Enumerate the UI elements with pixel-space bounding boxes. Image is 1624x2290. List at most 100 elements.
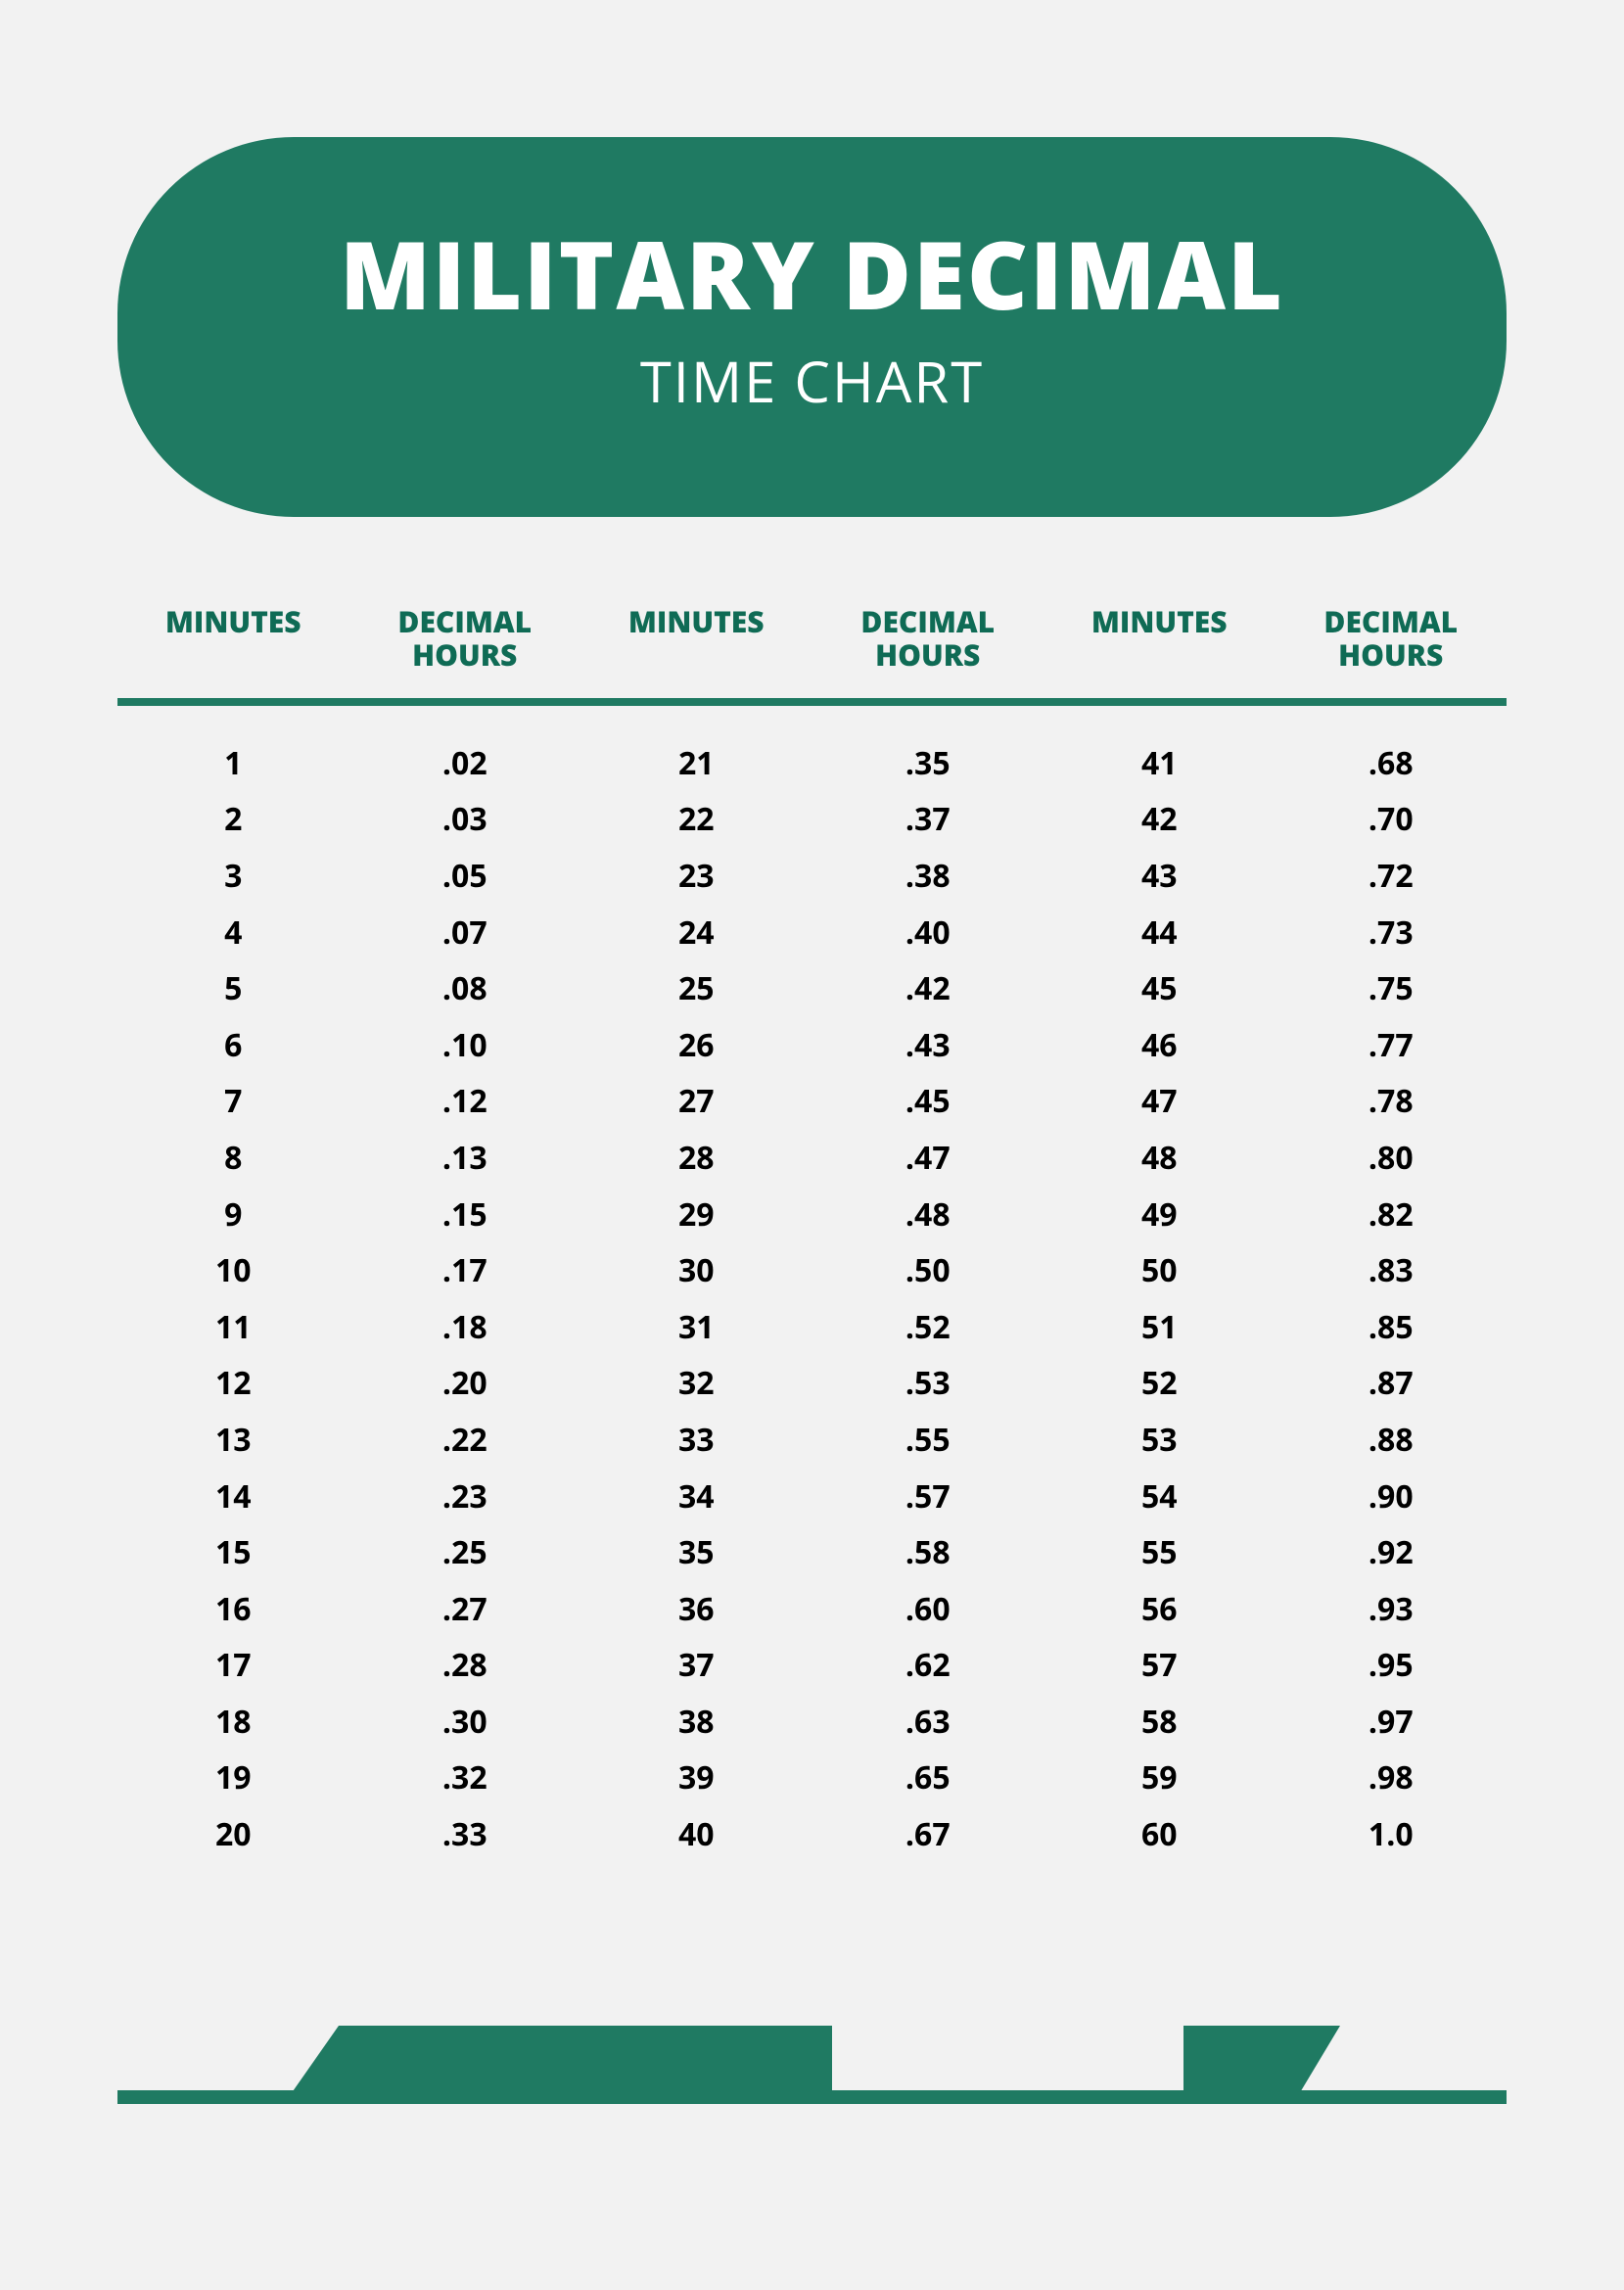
cell-minutes: 47	[1044, 1073, 1276, 1130]
cell-minutes: 19	[117, 1750, 349, 1806]
cell-minutes: 14	[117, 1469, 349, 1525]
cell-decimal: .52	[812, 1299, 1044, 1356]
cell-decimal: .35	[812, 735, 1044, 792]
cell-decimal: .32	[349, 1750, 581, 1806]
cell-minutes: 9	[117, 1187, 349, 1243]
cell-minutes: 24	[580, 905, 812, 961]
cell-minutes: 40	[580, 1806, 812, 1863]
cell-minutes: 59	[1044, 1750, 1276, 1806]
cell-decimal: .10	[349, 1017, 581, 1074]
table-row: 17.2837.6257.95	[117, 1637, 1507, 1694]
cell-minutes: 8	[117, 1130, 349, 1187]
cell-minutes: 43	[1044, 848, 1276, 905]
table-row: 6.1026.4346.77	[117, 1017, 1507, 1074]
cell-decimal: .43	[812, 1017, 1044, 1074]
cell-decimal: .47	[812, 1130, 1044, 1187]
cell-decimal: .85	[1276, 1299, 1508, 1356]
title-banner: MILITARY DECIMAL TIME CHART	[117, 137, 1507, 517]
cell-minutes: 5	[117, 960, 349, 1017]
cell-decimal: .82	[1276, 1187, 1508, 1243]
page-subtitle: TIME CHART	[157, 342, 1467, 419]
cell-minutes: 56	[1044, 1581, 1276, 1638]
table-row: 18.3038.6358.97	[117, 1694, 1507, 1751]
footer-bar	[117, 2090, 1507, 2104]
table-row: 13.2233.5553.88	[117, 1412, 1507, 1469]
cell-minutes: 46	[1044, 1017, 1276, 1074]
cell-minutes: 27	[580, 1073, 812, 1130]
table-row: 14.2334.5754.90	[117, 1469, 1507, 1525]
cell-decimal: .95	[1276, 1637, 1508, 1694]
cell-decimal: .68	[1276, 735, 1508, 792]
col-header-decimal-2: DECIMAL HOURS	[812, 605, 1044, 673]
cell-decimal: .12	[349, 1073, 581, 1130]
cell-minutes: 37	[580, 1637, 812, 1694]
cell-decimal: .63	[812, 1694, 1044, 1751]
cell-decimal: .18	[349, 1299, 581, 1356]
cell-decimal: .03	[349, 791, 581, 848]
cell-minutes: 22	[580, 791, 812, 848]
cell-decimal: .70	[1276, 791, 1508, 848]
table-row: 3.0523.3843.72	[117, 848, 1507, 905]
cell-minutes: 35	[580, 1524, 812, 1581]
table-row: 16.2736.6056.93	[117, 1581, 1507, 1638]
table-row: 15.2535.5855.92	[117, 1524, 1507, 1581]
table-row: 9.1529.4849.82	[117, 1187, 1507, 1243]
cell-decimal: .97	[1276, 1694, 1508, 1751]
cell-minutes: 32	[580, 1355, 812, 1412]
cell-decimal: .37	[812, 791, 1044, 848]
table-row: 8.1328.4748.80	[117, 1130, 1507, 1187]
table-row: 2.0322.3742.70	[117, 791, 1507, 848]
col-header-minutes-2: MINUTES	[580, 605, 812, 673]
table-row: 11.1831.5251.85	[117, 1299, 1507, 1356]
cell-minutes: 45	[1044, 960, 1276, 1017]
cell-decimal: 1.0	[1276, 1806, 1508, 1863]
cell-minutes: 23	[580, 848, 812, 905]
cell-minutes: 26	[580, 1017, 812, 1074]
cell-minutes: 16	[117, 1581, 349, 1638]
cell-minutes: 17	[117, 1637, 349, 1694]
cell-minutes: 3	[117, 848, 349, 905]
table-row: 12.2032.5352.87	[117, 1355, 1507, 1412]
cell-minutes: 53	[1044, 1412, 1276, 1469]
cell-decimal: .77	[1276, 1017, 1508, 1074]
cell-minutes: 28	[580, 1130, 812, 1187]
table-row: 20.3340.67601.0	[117, 1806, 1507, 1863]
cell-decimal: .87	[1276, 1355, 1508, 1412]
footer-decor	[117, 2016, 1507, 2104]
cell-minutes: 21	[580, 735, 812, 792]
cell-minutes: 31	[580, 1299, 812, 1356]
cell-decimal: .80	[1276, 1130, 1508, 1187]
cell-decimal: .33	[349, 1806, 581, 1863]
cell-decimal: .75	[1276, 960, 1508, 1017]
cell-minutes: 48	[1044, 1130, 1276, 1187]
cell-decimal: .60	[812, 1581, 1044, 1638]
cell-minutes: 2	[117, 791, 349, 848]
cell-minutes: 54	[1044, 1469, 1276, 1525]
cell-decimal: .42	[812, 960, 1044, 1017]
cell-decimal: .83	[1276, 1242, 1508, 1299]
cell-minutes: 44	[1044, 905, 1276, 961]
cell-minutes: 50	[1044, 1242, 1276, 1299]
col-header-minutes-1: MINUTES	[117, 605, 349, 673]
cell-minutes: 52	[1044, 1355, 1276, 1412]
cell-minutes: 57	[1044, 1637, 1276, 1694]
cell-decimal: .27	[349, 1581, 581, 1638]
cell-minutes: 7	[117, 1073, 349, 1130]
cell-decimal: .28	[349, 1637, 581, 1694]
cell-minutes: 15	[117, 1524, 349, 1581]
table-row: 7.1227.4547.78	[117, 1073, 1507, 1130]
cell-decimal: .07	[349, 905, 581, 961]
cell-minutes: 6	[117, 1017, 349, 1074]
cell-minutes: 10	[117, 1242, 349, 1299]
cell-minutes: 49	[1044, 1187, 1276, 1243]
cell-minutes: 36	[580, 1581, 812, 1638]
cell-minutes: 12	[117, 1355, 349, 1412]
cell-decimal: .17	[349, 1242, 581, 1299]
cell-decimal: .78	[1276, 1073, 1508, 1130]
cell-minutes: 29	[580, 1187, 812, 1243]
cell-minutes: 60	[1044, 1806, 1276, 1863]
cell-decimal: .98	[1276, 1750, 1508, 1806]
table-row: 4.0724.4044.73	[117, 905, 1507, 961]
table-row: 5.0825.4245.75	[117, 960, 1507, 1017]
cell-minutes: 34	[580, 1469, 812, 1525]
